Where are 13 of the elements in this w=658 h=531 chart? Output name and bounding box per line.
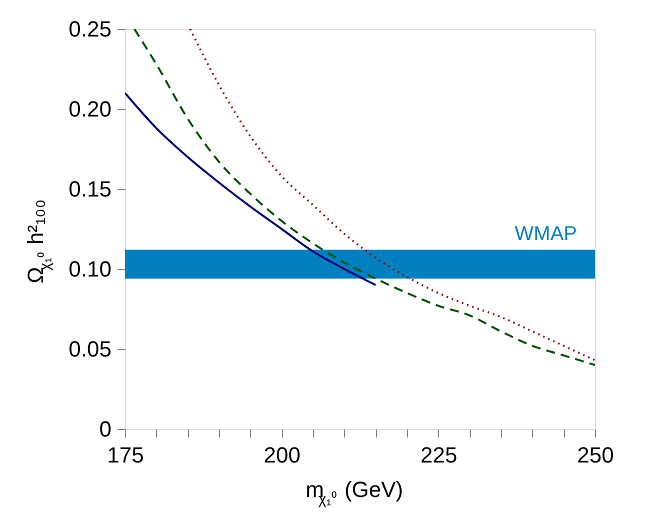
x-tick-label: 250 <box>577 442 614 468</box>
x-tick-label: 225 <box>420 442 458 468</box>
y-tick-label: 0 <box>99 416 112 442</box>
y-tick-label: 0.20 <box>68 96 112 122</box>
y-tick-label: 0.05 <box>68 336 112 362</box>
y-tick-label: 0.10 <box>68 256 112 282</box>
x-tick-label: 200 <box>264 442 301 468</box>
line-series <box>125 92 377 286</box>
y-tick-label: 0.25 <box>68 16 112 42</box>
y-tick-label: 0.15 <box>68 176 112 202</box>
x-tick-label: 175 <box>107 442 144 468</box>
band-label: WMAP <box>514 222 577 245</box>
y-axis-title: Ωχ₁⁰ h²₁₀₀ <box>23 199 54 284</box>
